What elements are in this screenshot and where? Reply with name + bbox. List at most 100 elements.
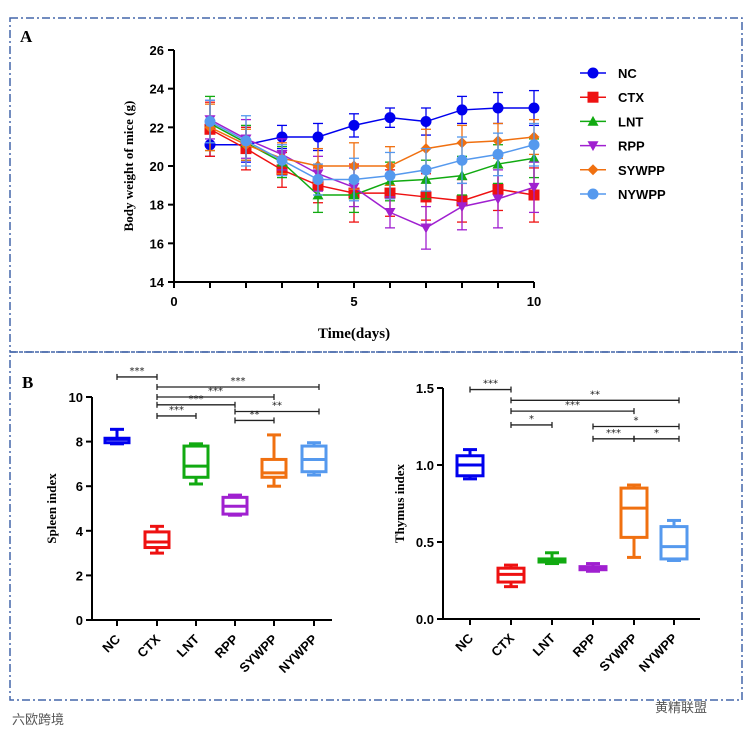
significance-bracket: * bbox=[510, 414, 553, 428]
x-tick-label: LNT bbox=[174, 631, 203, 660]
data-point bbox=[528, 102, 540, 114]
series-nywpp bbox=[204, 99, 540, 202]
series-rpp bbox=[204, 99, 540, 250]
data-point bbox=[456, 154, 468, 166]
box-sywpp bbox=[619, 483, 649, 559]
significance-bracket: ** bbox=[510, 389, 680, 404]
y-tick-label: 24 bbox=[150, 82, 165, 97]
y-axis-label: Spleen index bbox=[44, 473, 59, 544]
significance-bracket: *** bbox=[510, 400, 635, 415]
data-point bbox=[528, 139, 540, 151]
data-point bbox=[456, 104, 468, 116]
data-point bbox=[312, 174, 324, 186]
panel-a-frame bbox=[9, 17, 743, 353]
legend-label: LNT bbox=[618, 114, 643, 129]
significance-bracket: *** bbox=[469, 379, 512, 393]
y-tick-label: 14 bbox=[150, 275, 165, 290]
x-tick-label: RPP bbox=[212, 631, 242, 661]
box-sywpp bbox=[260, 433, 288, 488]
data-point bbox=[420, 223, 432, 234]
significance-bracket: *** bbox=[116, 366, 158, 380]
series-line bbox=[209, 118, 535, 229]
legend-item-nc: NC bbox=[580, 66, 637, 81]
significance-bracket: *** bbox=[156, 394, 236, 408]
box-ctx bbox=[143, 524, 171, 555]
y-tick-label: 4 bbox=[76, 524, 84, 539]
legend-marker bbox=[587, 164, 599, 176]
legend-marker bbox=[587, 67, 599, 79]
legend-marker bbox=[587, 115, 599, 126]
panel-label-b: B bbox=[22, 373, 33, 392]
legend-marker bbox=[587, 188, 599, 200]
y-axis-label: Thymus index bbox=[392, 463, 407, 543]
y-tick-label: 0.0 bbox=[416, 612, 434, 627]
significance-label: *** bbox=[231, 376, 246, 387]
y-tick-label: 1.5 bbox=[416, 381, 434, 396]
x-tick-label: NC bbox=[452, 630, 476, 654]
box-nywpp bbox=[659, 518, 689, 562]
box-rpp bbox=[221, 493, 249, 517]
significance-label: * bbox=[529, 414, 534, 425]
legend-marker bbox=[587, 141, 599, 152]
series-nc bbox=[204, 89, 540, 163]
y-tick-label: 22 bbox=[150, 120, 164, 135]
data-point bbox=[420, 116, 432, 128]
significance-bracket: *** bbox=[156, 405, 197, 419]
data-point bbox=[492, 194, 504, 205]
significance-bracket: * bbox=[592, 416, 680, 430]
series-ctx bbox=[204, 101, 540, 223]
data-point bbox=[384, 170, 396, 182]
series-line bbox=[209, 120, 535, 181]
x-tick-label: RPP bbox=[570, 630, 600, 660]
data-point bbox=[312, 131, 324, 143]
box bbox=[260, 457, 288, 479]
significance-label: *** bbox=[189, 394, 204, 405]
y-tick-label: 16 bbox=[150, 236, 164, 251]
legend-item-lnt: LNT bbox=[580, 114, 643, 129]
significance-bracket: *** bbox=[156, 386, 275, 400]
x-tick-label: 5 bbox=[350, 294, 357, 309]
data-point bbox=[420, 164, 432, 176]
thymus-index-chart: 0.0 0.5 1.0 1.5 Thymus index NC CTX LNT RPPSYWPP… bbox=[392, 379, 700, 675]
data-point bbox=[456, 202, 468, 213]
significance-label: ** bbox=[272, 400, 282, 411]
y-tick-label: 18 bbox=[150, 198, 164, 213]
x-axis-label: Time(days) bbox=[318, 326, 390, 342]
data-point bbox=[384, 208, 396, 218]
body-weight-chart: 14 16 18 20 22 24 26 0 5 10 Time(days) Body weight … bbox=[121, 43, 666, 342]
legend-item-rpp: RPP bbox=[580, 139, 645, 154]
significance-label: * bbox=[654, 428, 659, 439]
significance-bracket: ** bbox=[234, 400, 320, 415]
panel-b-frame bbox=[9, 351, 743, 701]
y-tick-label: 2 bbox=[76, 568, 83, 583]
x-tick-label: NC bbox=[99, 631, 123, 655]
watermark-right: 黄精联盟 bbox=[655, 701, 707, 716]
data-point bbox=[492, 148, 504, 160]
data-point bbox=[384, 112, 396, 124]
legend-label: NC bbox=[618, 66, 637, 81]
significance-bracket: * bbox=[633, 428, 680, 442]
y-tick-label: 0.5 bbox=[416, 535, 434, 550]
data-point bbox=[204, 116, 216, 128]
y-axis-label: Body weight of mice (g) bbox=[121, 101, 136, 232]
data-point bbox=[348, 174, 360, 186]
data-point bbox=[240, 135, 252, 147]
box bbox=[659, 525, 689, 561]
y-tick-label: 6 bbox=[76, 479, 83, 494]
significance-label: *** bbox=[130, 366, 145, 377]
x-tick-label: 10 bbox=[527, 294, 541, 309]
spleen-index-chart: 0 2 4 6 8 10 Spleen index NC CTX LNT RPPSYWPPNYWPP… bbox=[44, 366, 332, 676]
significance-label: *** bbox=[208, 386, 223, 397]
legend-item-nywpp: NYWPP bbox=[580, 187, 666, 202]
significance-label: ** bbox=[590, 389, 600, 400]
legend-label: SYWPP bbox=[618, 163, 665, 178]
significance-bracket: *** bbox=[592, 428, 635, 442]
y-tick-label: 1.0 bbox=[416, 458, 434, 473]
series-line bbox=[209, 126, 535, 167]
x-tick-label: SYWPP bbox=[236, 631, 280, 675]
box bbox=[619, 486, 649, 539]
box-nc bbox=[455, 448, 485, 481]
box-ctx bbox=[496, 563, 526, 589]
data-point bbox=[348, 119, 360, 131]
